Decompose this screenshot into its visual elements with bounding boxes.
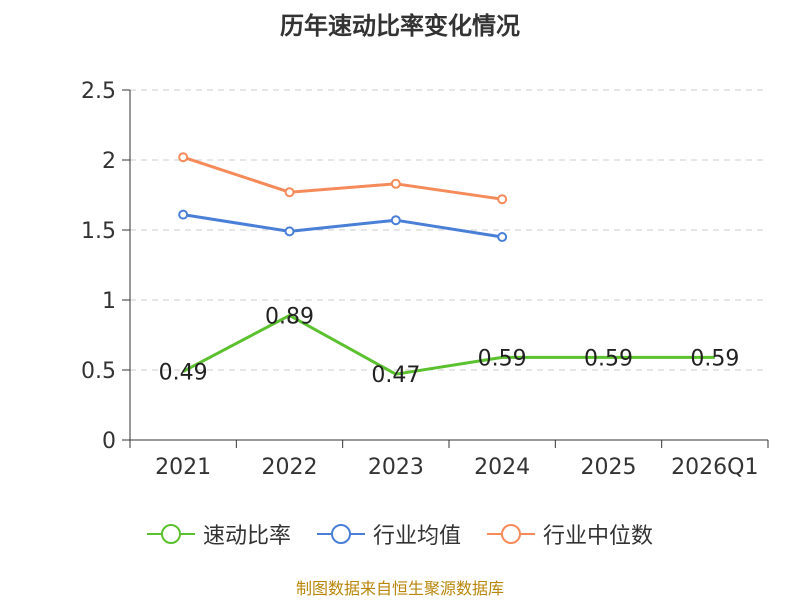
y-tick-label: 2 [102,149,116,174]
data-point-industry-median [178,152,189,163]
x-tick-label: 2024 [474,455,530,480]
data-label-quick-ratio: 0.59 [690,346,739,371]
data-label-quick-ratio: 0.89 [265,304,314,329]
legend-item-industry-mean[interactable]: 行业均值 [316,518,461,550]
x-tick-label: 2023 [368,455,424,480]
x-tick-label: 2026Q1 [671,455,758,480]
data-point-industry-median [497,194,508,205]
data-label-quick-ratio: 0.59 [584,346,633,371]
data-source-note: 制图数据来自恒生聚源数据库 [295,579,504,598]
x-tick-label: 2022 [262,455,318,480]
legend-label-quick-ratio: 速动比率 [202,524,291,549]
series-line-quick-ratio [182,313,715,376]
data-point-industry-mean [178,209,189,220]
legend-item-quick-ratio[interactable]: 速动比率 [146,518,291,550]
legend-swatch-quick-ratio [146,524,195,544]
legend-label-industry-mean: 行业均值 [372,524,461,549]
data-label-quick-ratio: 0.47 [371,363,420,388]
data-point-industry-mean [497,232,508,242]
y-tick-label: 1.5 [81,219,116,244]
legend-label-industry-median: 行业中位数 [543,524,654,549]
y-tick-label: 1 [102,289,116,314]
data-point-industry-mean [284,226,295,237]
series-line-industry-median [182,155,503,201]
chart-title: 历年速动比率变化情况 [280,12,520,40]
legend-swatch-industry-mean [316,524,365,544]
chart-legend: 速动比率 行业均值 行业中位数 [0,518,800,550]
x-tick-label: 2021 [155,455,211,480]
data-label-quick-ratio: 0.49 [159,360,208,385]
data-point-industry-median [390,178,401,189]
data-point-industry-mean [390,215,401,226]
y-tick-label: 0 [102,429,116,454]
legend-swatch-industry-median [487,524,535,544]
data-label-quick-ratio: 0.59 [478,346,527,371]
y-tick-label: 0.5 [81,359,116,384]
data-point-industry-median [284,187,295,198]
y-tick-label: 2.5 [81,79,116,104]
x-tick-label: 2025 [581,455,637,480]
legend-item-industry-median[interactable]: 行业中位数 [487,518,653,550]
series-line-industry-mean [182,213,503,239]
